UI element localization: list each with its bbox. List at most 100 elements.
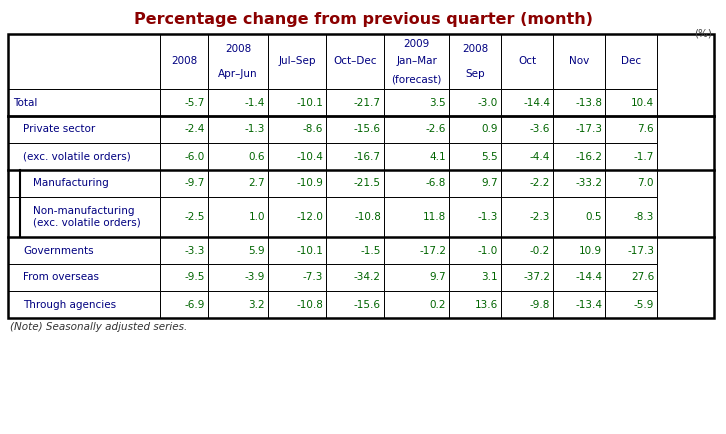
Text: 2.7: 2.7	[248, 178, 265, 188]
Text: 10.4: 10.4	[631, 98, 654, 108]
Bar	[553, 34, 605, 89]
Bar	[8, 89, 160, 116]
Bar	[605, 237, 657, 264]
Bar	[501, 143, 553, 170]
Bar	[8, 197, 160, 237]
Text: -10.8: -10.8	[354, 212, 381, 222]
Bar	[449, 291, 501, 318]
Text: -2.4: -2.4	[184, 125, 205, 135]
Bar	[268, 291, 326, 318]
Bar	[160, 264, 208, 291]
Text: -3.0: -3.0	[478, 98, 498, 108]
Bar	[268, 197, 326, 237]
Text: -3.3: -3.3	[184, 246, 205, 256]
Text: (forecast): (forecast)	[391, 74, 441, 84]
Text: -1.4: -1.4	[245, 98, 265, 108]
Text: -16.2: -16.2	[575, 151, 602, 161]
Text: -17.3: -17.3	[575, 125, 602, 135]
Text: 2008: 2008	[171, 56, 197, 66]
Text: Non-manufacturing
(exc. volatile orders): Non-manufacturing (exc. volatile orders)	[33, 206, 141, 228]
Bar	[501, 116, 553, 143]
Bar	[501, 291, 553, 318]
Text: -5.9: -5.9	[634, 299, 654, 309]
Bar	[268, 34, 326, 89]
Text: -8.6: -8.6	[303, 125, 323, 135]
Text: -9.8: -9.8	[530, 299, 550, 309]
Text: -4.4: -4.4	[530, 151, 550, 161]
Text: 9.7: 9.7	[481, 178, 498, 188]
Bar	[605, 291, 657, 318]
Text: 0.2: 0.2	[430, 299, 446, 309]
Bar	[8, 116, 160, 143]
Bar	[605, 197, 657, 237]
Bar	[384, 291, 449, 318]
Bar	[449, 116, 501, 143]
Bar	[501, 264, 553, 291]
Bar	[268, 170, 326, 197]
Text: 0.9: 0.9	[481, 125, 498, 135]
Text: -9.7: -9.7	[184, 178, 205, 188]
Text: -13.4: -13.4	[575, 299, 602, 309]
Text: Sep: Sep	[465, 69, 485, 79]
Bar	[8, 170, 160, 197]
Text: -2.5: -2.5	[184, 212, 205, 222]
Text: -10.9: -10.9	[296, 178, 323, 188]
Text: -6.9: -6.9	[184, 299, 205, 309]
Bar	[160, 170, 208, 197]
Bar	[449, 34, 501, 89]
Text: Dec: Dec	[621, 56, 641, 66]
Bar	[208, 170, 268, 197]
Bar	[326, 291, 384, 318]
Bar	[449, 170, 501, 197]
Bar	[326, 197, 384, 237]
Text: -9.5: -9.5	[184, 273, 205, 283]
Text: -15.6: -15.6	[354, 125, 381, 135]
Bar	[268, 264, 326, 291]
Bar	[8, 237, 160, 264]
Bar	[326, 116, 384, 143]
Bar	[501, 237, 553, 264]
Bar	[501, 197, 553, 237]
Bar	[449, 89, 501, 116]
Text: 7.0: 7.0	[637, 178, 654, 188]
Bar	[553, 143, 605, 170]
Text: 11.8: 11.8	[423, 212, 446, 222]
Bar	[208, 237, 268, 264]
Bar	[326, 34, 384, 89]
Bar	[8, 34, 160, 89]
Text: 27.6: 27.6	[631, 273, 654, 283]
Text: Governments: Governments	[23, 246, 94, 256]
Text: -15.6: -15.6	[354, 299, 381, 309]
Bar	[8, 143, 160, 170]
Bar	[553, 197, 605, 237]
Bar	[208, 116, 268, 143]
Bar	[326, 89, 384, 116]
Text: -2.2: -2.2	[530, 178, 550, 188]
Text: -14.4: -14.4	[523, 98, 550, 108]
Text: -2.6: -2.6	[425, 125, 446, 135]
Bar	[553, 291, 605, 318]
Text: -21.5: -21.5	[354, 178, 381, 188]
Text: Total: Total	[13, 98, 37, 108]
Bar	[160, 291, 208, 318]
Bar	[268, 237, 326, 264]
Text: -1.5: -1.5	[361, 246, 381, 256]
Bar	[384, 89, 449, 116]
Bar	[8, 264, 160, 291]
Bar	[384, 237, 449, 264]
Bar	[268, 143, 326, 170]
Text: Manufacturing: Manufacturing	[33, 178, 109, 188]
Bar	[160, 197, 208, 237]
Text: -6.8: -6.8	[425, 178, 446, 188]
Text: Jul–Sep: Jul–Sep	[278, 56, 316, 66]
Text: -6.0: -6.0	[184, 151, 205, 161]
Text: -33.2: -33.2	[575, 178, 602, 188]
Text: Apr–Jun: Apr–Jun	[219, 69, 258, 79]
Text: -12.0: -12.0	[296, 212, 323, 222]
Bar	[449, 197, 501, 237]
Text: 7.6: 7.6	[637, 125, 654, 135]
Bar	[384, 143, 449, 170]
Text: -5.7: -5.7	[184, 98, 205, 108]
Bar	[605, 264, 657, 291]
Bar	[553, 237, 605, 264]
